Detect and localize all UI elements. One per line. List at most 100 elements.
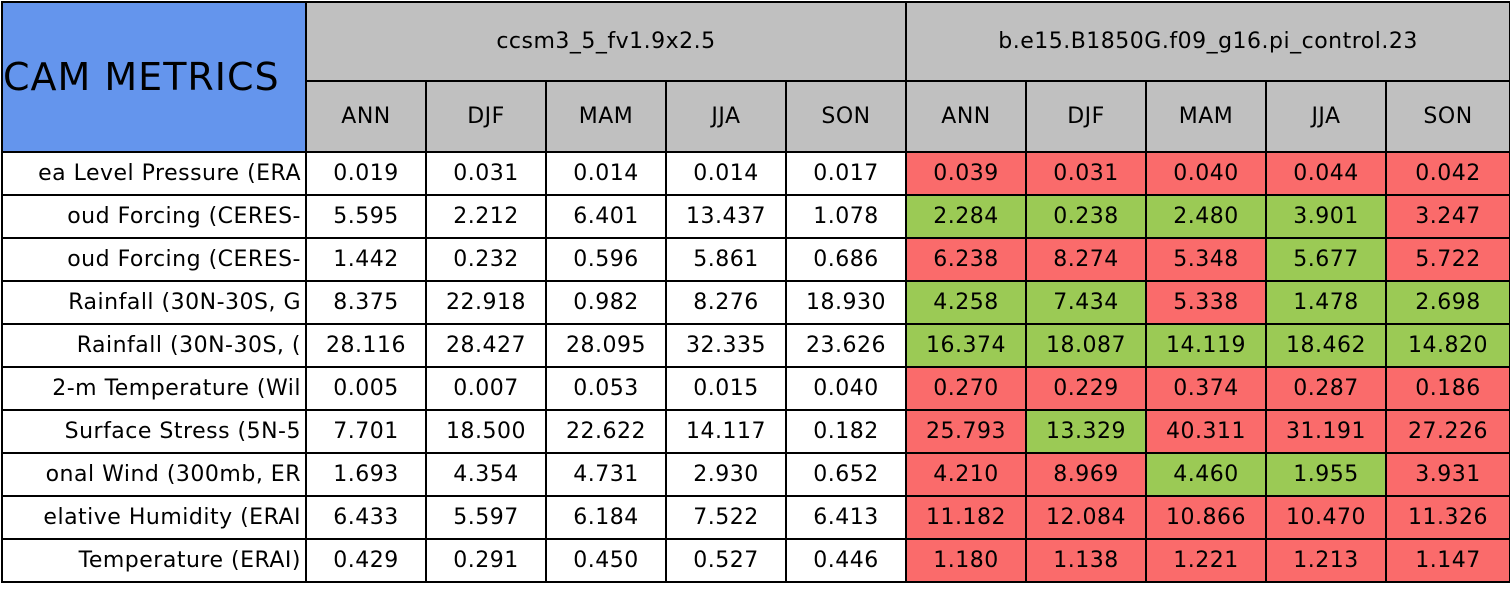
metric-cell: 0.014 bbox=[545, 151, 667, 196]
metric-cell: 0.429 bbox=[305, 538, 427, 583]
data-row: oud Forcing (CERES- 5.595 2.212 6.401 13.437… bbox=[1, 194, 1510, 239]
metric-cell: 1.221 bbox=[1145, 538, 1268, 583]
metric-cell: 10.866 bbox=[1145, 495, 1268, 540]
metric-cell: 2.930 bbox=[665, 452, 787, 497]
header-row: CAM METRICS ccsm3_5_fv1.9x2.5 b.e15.B1850… bbox=[1, 0, 1510, 153]
metric-cell: 4.731 bbox=[545, 452, 667, 497]
metric-cell: 6.433 bbox=[305, 495, 427, 540]
season-header: DJF bbox=[1025, 80, 1148, 153]
metric-cell: 0.596 bbox=[545, 237, 667, 282]
metric-cell: 7.434 bbox=[1025, 280, 1148, 325]
table-header: CAM METRICS ccsm3_5_fv1.9x2.5 b.e15.B1850… bbox=[1, 0, 1510, 153]
season-header: SON bbox=[784, 80, 908, 153]
metric-cell: 3.901 bbox=[1265, 194, 1388, 239]
metric-cell: 4.258 bbox=[905, 280, 1028, 325]
metric-cell: 12.084 bbox=[1025, 495, 1148, 540]
metric-cell: 0.015 bbox=[665, 366, 787, 411]
metric-cell: 2.284 bbox=[905, 194, 1028, 239]
season-header: DJF bbox=[425, 80, 547, 153]
metric-cell: 2.480 bbox=[1145, 194, 1268, 239]
season-header: SON bbox=[1385, 80, 1510, 153]
metric-cell: 0.044 bbox=[1265, 151, 1388, 196]
metric-cell: 14.119 bbox=[1145, 323, 1268, 368]
row-label: oud Forcing (CERES- bbox=[1, 237, 307, 282]
metric-cell: 0.287 bbox=[1265, 366, 1388, 411]
metric-cell: 1.442 bbox=[305, 237, 427, 282]
metric-cell: 31.191 bbox=[1265, 409, 1388, 454]
season-header: MAM bbox=[545, 80, 667, 153]
metric-cell: 32.335 bbox=[665, 323, 787, 368]
metric-cell: 0.232 bbox=[425, 237, 547, 282]
metric-cell: 0.527 bbox=[665, 538, 787, 583]
metric-cell: 10.470 bbox=[1265, 495, 1388, 540]
metric-cell: 0.446 bbox=[784, 538, 908, 583]
metric-cell: 1.147 bbox=[1385, 538, 1510, 583]
metric-cell: 22.918 bbox=[425, 280, 547, 325]
metric-cell: 0.982 bbox=[545, 280, 667, 325]
metric-cell: 5.597 bbox=[425, 495, 547, 540]
data-row: elative Humidity (ERAI 6.433 5.597 6.184 7.5… bbox=[1, 495, 1510, 540]
metric-cell: 14.117 bbox=[665, 409, 787, 454]
metric-cell: 1.955 bbox=[1265, 452, 1388, 497]
metric-cell: 6.184 bbox=[545, 495, 667, 540]
season-header: JJA bbox=[1265, 80, 1388, 153]
group-header: ccsm3_5_fv1.9x2.5 bbox=[304, 0, 908, 83]
row-label: Temperature (ERAI) bbox=[1, 538, 307, 583]
metric-cell: 0.014 bbox=[665, 151, 787, 196]
metric-cell: 0.291 bbox=[425, 538, 547, 583]
metric-cell: 6.238 bbox=[905, 237, 1028, 282]
table-title: CAM METRICS bbox=[1, 1, 307, 153]
metric-cell: 8.969 bbox=[1025, 452, 1148, 497]
metric-cell: 8.375 bbox=[305, 280, 427, 325]
metric-cell: 0.270 bbox=[905, 366, 1028, 411]
metric-cell: 6.401 bbox=[545, 194, 667, 239]
metric-cell: 18.930 bbox=[784, 280, 908, 325]
row-label: Rainfall (30N-30S, G bbox=[1, 280, 307, 325]
metric-cell: 0.229 bbox=[1025, 366, 1148, 411]
metric-cell: 5.595 bbox=[305, 194, 427, 239]
group-header: b.e15.B1850G.f09_g16.pi_control.23 bbox=[905, 0, 1510, 83]
metric-cell: 22.622 bbox=[545, 409, 667, 454]
metric-cell: 0.238 bbox=[1025, 194, 1148, 239]
row-label: oud Forcing (CERES- bbox=[1, 194, 307, 239]
metric-cell: 14.820 bbox=[1385, 323, 1510, 368]
data-row: Surface Stress (5N-5 7.701 18.500 22.622 14.… bbox=[1, 409, 1510, 454]
metric-cell: 2.212 bbox=[425, 194, 547, 239]
metric-cell: 0.005 bbox=[305, 366, 427, 411]
metric-cell: 0.374 bbox=[1145, 366, 1268, 411]
data-row: Rainfall (30N-30S, (28.116 28.427 28.095 32… bbox=[1, 323, 1510, 368]
data-row: Temperature (ERAI) 0.429 0.291 0.450 0.527 0.… bbox=[1, 538, 1510, 583]
metric-cell: 11.326 bbox=[1385, 495, 1510, 540]
metric-cell: 4.210 bbox=[905, 452, 1028, 497]
metric-cell: 0.042 bbox=[1385, 151, 1510, 196]
row-label: Rainfall (30N-30S, ( bbox=[1, 323, 307, 368]
metric-cell: 27.226 bbox=[1385, 409, 1510, 454]
metric-cell: 3.247 bbox=[1385, 194, 1510, 239]
season-header: JJA bbox=[665, 80, 787, 153]
metric-cell: 16.374 bbox=[905, 323, 1028, 368]
metric-cell: 0.652 bbox=[784, 452, 908, 497]
row-label: 2-m Temperature (Wil bbox=[1, 366, 307, 411]
metric-cell: 7.701 bbox=[305, 409, 427, 454]
metric-cell: 8.274 bbox=[1025, 237, 1148, 282]
metric-cell: 8.276 bbox=[665, 280, 787, 325]
metric-cell: 5.861 bbox=[665, 237, 787, 282]
metric-cell: 1.693 bbox=[305, 452, 427, 497]
season-header: MAM bbox=[1145, 80, 1268, 153]
header-row: ANN DJF MAM JJA SON ANN DJF MAM JJA SON bbox=[2, 80, 1510, 153]
metric-cell: 0.686 bbox=[784, 237, 908, 282]
metric-cell: 5.338 bbox=[1145, 280, 1268, 325]
metric-cell: 13.329 bbox=[1025, 409, 1148, 454]
metric-cell: 28.116 bbox=[305, 323, 427, 368]
metric-cell: 1.180 bbox=[905, 538, 1028, 583]
data-row: onal Wind (300mb, ER 1.693 4.354 4.731 2.930… bbox=[1, 452, 1510, 497]
metric-cell: 18.087 bbox=[1025, 323, 1148, 368]
metric-cell: 28.095 bbox=[545, 323, 667, 368]
metric-cell: 13.437 bbox=[665, 194, 787, 239]
metric-cell: 0.182 bbox=[784, 409, 908, 454]
metric-cell: 0.186 bbox=[1385, 366, 1510, 411]
metric-cell: 0.031 bbox=[425, 151, 547, 196]
metric-cell: 5.722 bbox=[1385, 237, 1510, 282]
metrics-table: CAM METRICS ccsm3_5_fv1.9x2.5 b.e15.B1850… bbox=[1, 0, 1510, 583]
